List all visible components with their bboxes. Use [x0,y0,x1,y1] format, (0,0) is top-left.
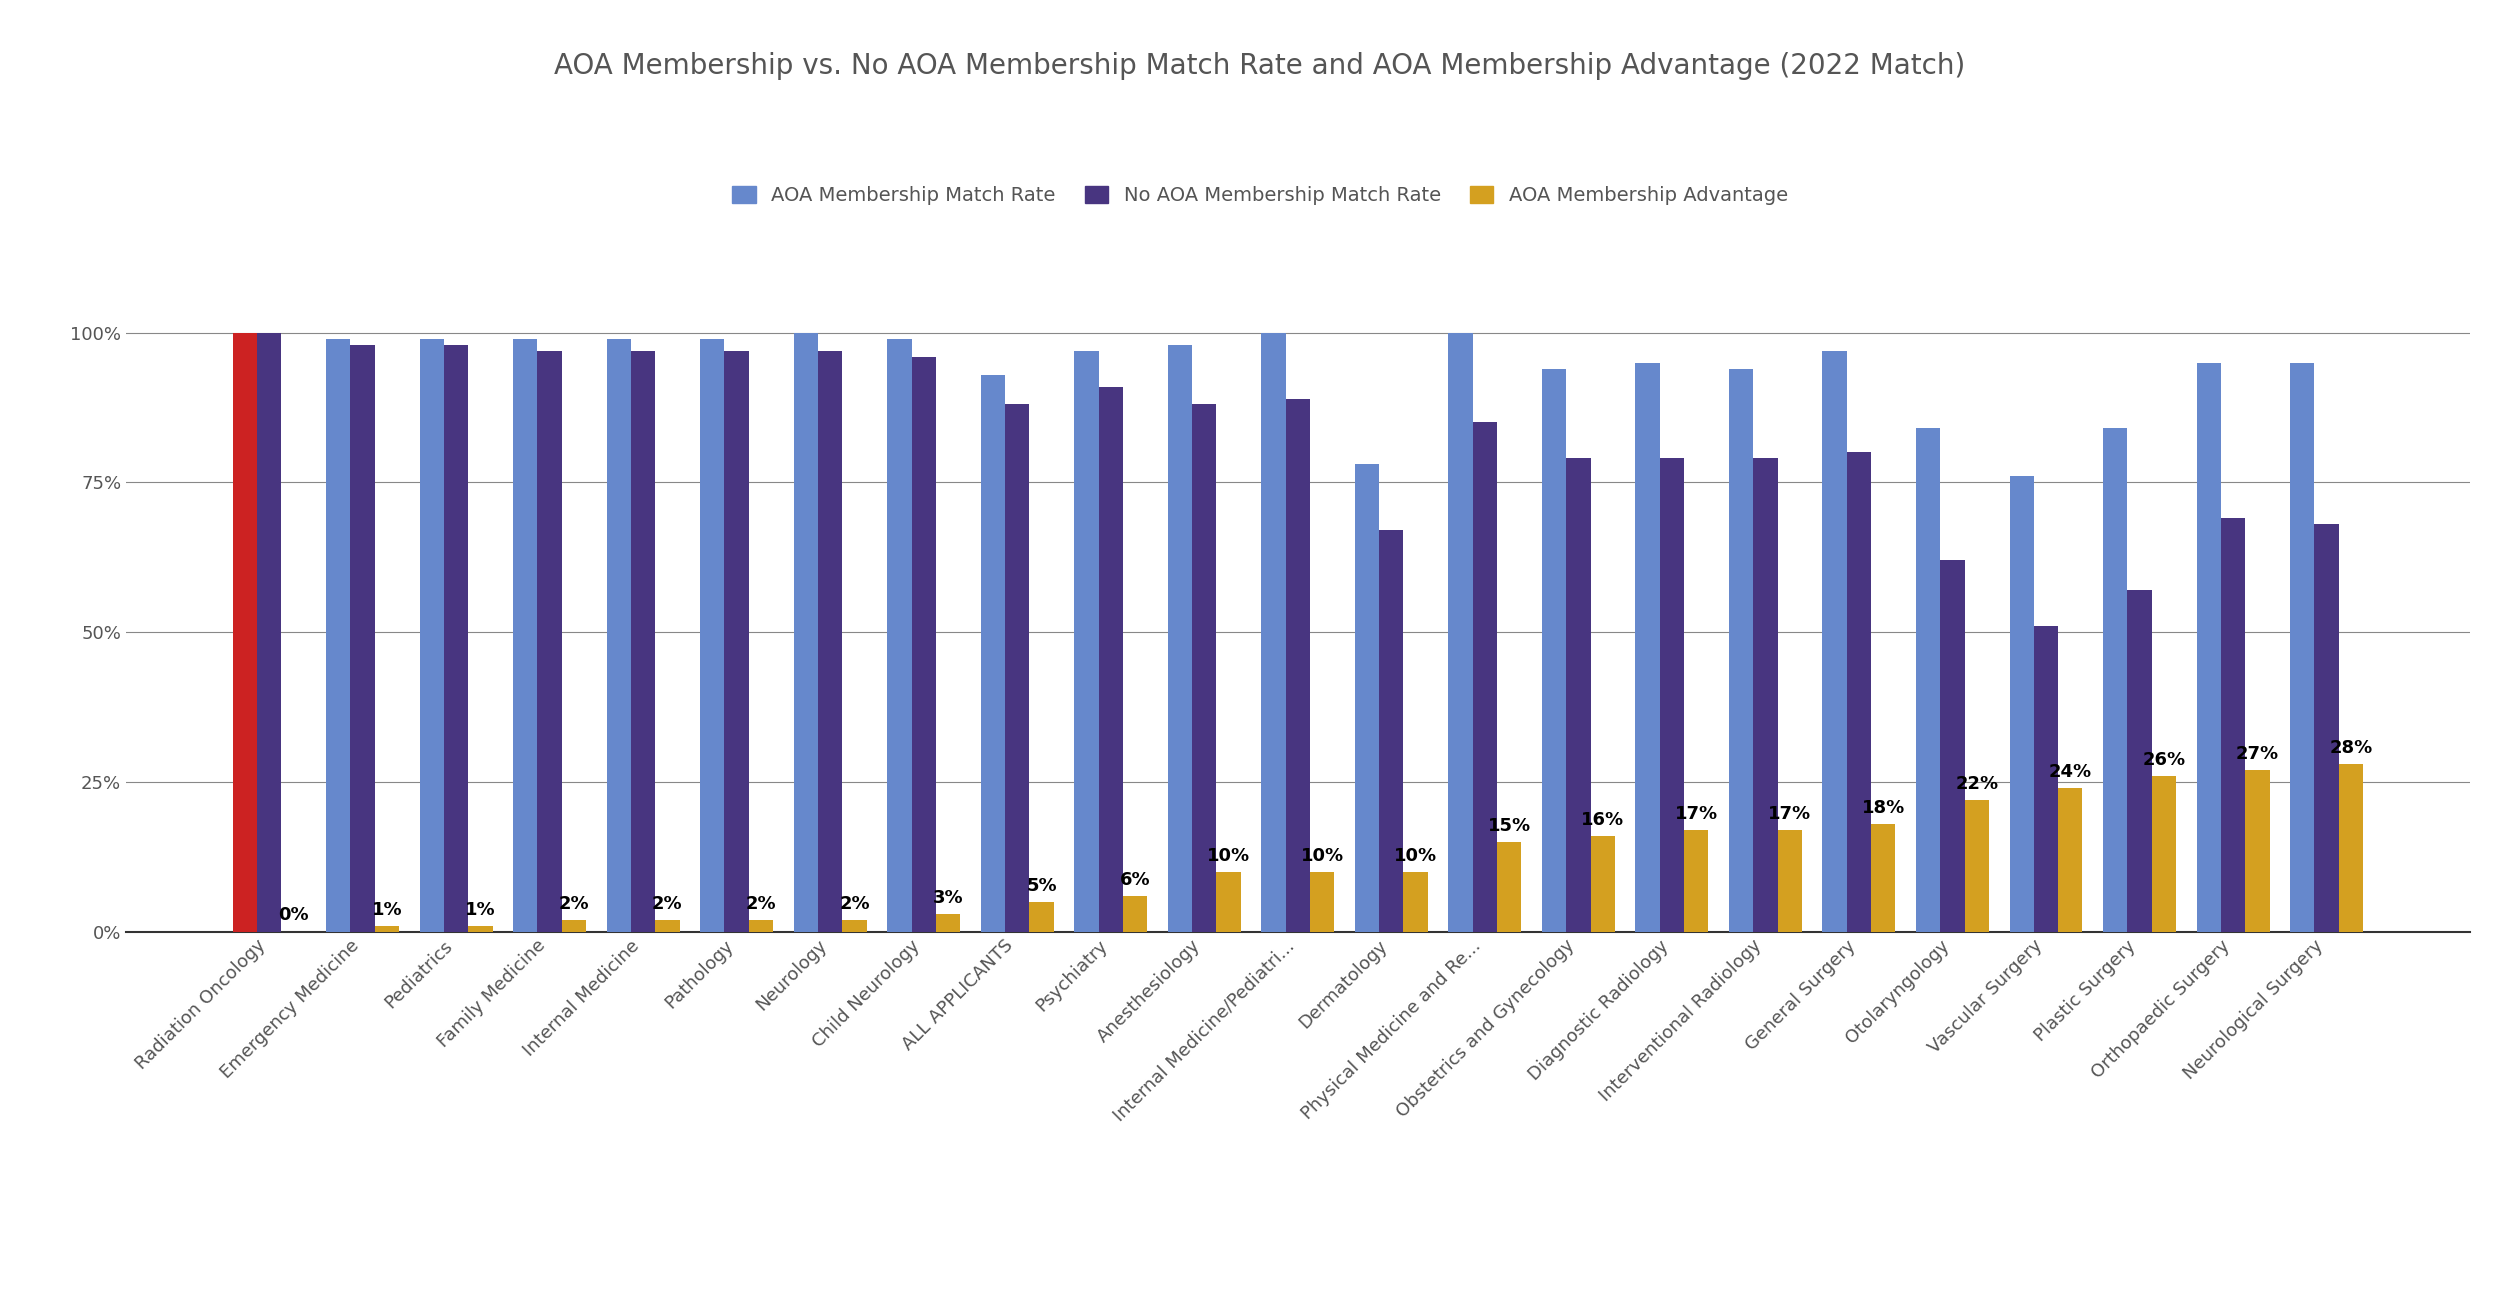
Bar [2220,519,2245,932]
Text: 2%: 2% [653,894,683,912]
Bar [1192,405,1217,932]
Bar [1263,333,1285,932]
Bar [1472,422,1497,932]
Bar [2059,788,2082,932]
Bar [2339,763,2364,932]
Bar [630,351,655,932]
Bar [1356,465,1378,932]
Text: 22%: 22% [1956,775,1998,793]
Bar [514,339,537,932]
Text: AOA Membership vs. No AOA Membership Match Rate and AOA Membership Advantage (20: AOA Membership vs. No AOA Membership Mat… [554,52,1966,80]
Bar [607,339,630,932]
Text: 6%: 6% [1119,871,1149,889]
Bar [1005,405,1028,932]
Bar [887,339,912,932]
Text: 28%: 28% [2328,739,2371,757]
Bar [232,333,257,932]
Bar [375,925,398,932]
Bar [469,925,491,932]
Bar [537,351,562,932]
Bar [1754,458,1777,932]
Bar [444,344,469,932]
Text: 3%: 3% [932,889,963,907]
Text: 2%: 2% [559,894,590,912]
Text: 17%: 17% [1769,805,1812,823]
Bar [2291,362,2313,932]
Bar [1167,344,1192,932]
Bar [701,339,723,932]
Bar [1567,458,1590,932]
Bar [1661,458,1683,932]
Bar [1449,333,1472,932]
Bar [1124,895,1147,932]
Bar [2197,362,2220,932]
Text: 10%: 10% [1394,846,1436,864]
Bar [1285,399,1310,932]
Text: 24%: 24% [2049,762,2092,780]
Text: 1%: 1% [370,901,403,919]
Text: 16%: 16% [1580,810,1625,828]
Text: 15%: 15% [1487,817,1530,835]
Bar [2245,770,2271,932]
Bar [350,344,375,932]
Text: 0%: 0% [277,907,307,924]
Text: 2%: 2% [746,894,776,912]
Bar [794,333,819,932]
Bar [2104,428,2127,932]
Bar [2152,776,2175,932]
Bar [1099,387,1124,932]
Text: 10%: 10% [1300,846,1343,864]
Text: 18%: 18% [1862,798,1905,817]
Bar [1074,351,1099,932]
Bar [748,920,774,932]
Bar [1822,351,1847,932]
Bar [819,351,842,932]
Text: 5%: 5% [1026,876,1056,894]
Bar [257,333,282,932]
Bar [1915,428,1940,932]
Bar [655,920,680,932]
Bar [325,339,350,932]
Text: 1%: 1% [466,901,496,919]
Text: 27%: 27% [2235,745,2278,762]
Bar [1378,531,1404,932]
Text: 10%: 10% [1207,846,1250,864]
Bar [1497,842,1522,932]
Bar [1872,824,1895,932]
Bar [1542,369,1567,932]
Bar [1683,829,1709,932]
Bar [1310,872,1333,932]
Text: 26%: 26% [2142,751,2185,769]
Bar [1940,560,1966,932]
Bar [1966,800,1988,932]
Bar [2313,524,2339,932]
Bar [2008,476,2034,932]
Text: 17%: 17% [1676,805,1719,823]
Bar [1404,872,1429,932]
Bar [723,351,748,932]
Bar [1217,872,1240,932]
Bar [1729,369,1754,932]
Bar [980,374,1005,932]
Bar [935,914,960,932]
Bar [1028,902,1053,932]
Text: 2%: 2% [839,894,869,912]
Bar [1777,829,1802,932]
Bar [562,920,587,932]
Bar [1847,453,1872,932]
Bar [1590,836,1615,932]
Bar [1635,362,1661,932]
Legend: AOA Membership Match Rate, No AOA Membership Match Rate, AOA Membership Advantag: AOA Membership Match Rate, No AOA Member… [723,179,1797,212]
Bar [2127,590,2152,932]
Bar [2034,626,2059,932]
Bar [912,357,935,932]
Bar [842,920,867,932]
Bar [421,339,444,932]
